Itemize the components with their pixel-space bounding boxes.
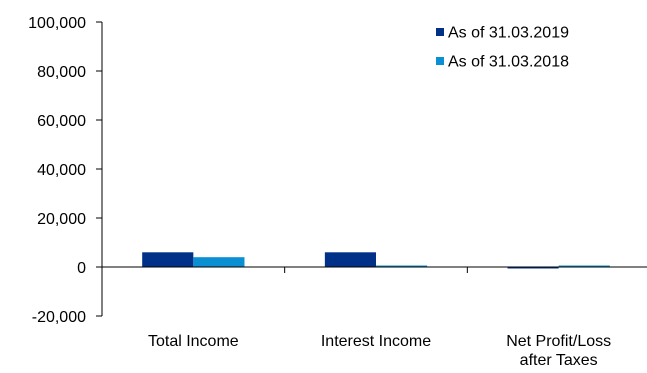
bar <box>507 267 559 269</box>
bar <box>142 252 194 267</box>
legend-label: As of 31.03.2019 <box>448 25 569 42</box>
bar-group <box>142 252 610 269</box>
x-category-label-line: after Taxes <box>520 352 598 369</box>
y-axis: -20,000 0 20,000 40,000 60,000 80,000 100,000 <box>28 15 103 326</box>
y-tick-label: 100,000 <box>28 15 86 32</box>
x-category-label-line: Net Profit/Loss <box>506 333 611 350</box>
x-category-label-line: Total Income <box>148 333 239 350</box>
y-tick-label: 80,000 <box>37 64 86 81</box>
y-tick-label: -20,000 <box>32 309 86 326</box>
y-tick-label: 0 <box>77 260 86 277</box>
x-category-label: Net Profit/Loss after Taxes <box>506 333 611 369</box>
legend: As of 31.03.2019 As of 31.03.2018 <box>436 25 569 71</box>
y-tick-label: 60,000 <box>37 113 86 130</box>
legend-label: As of 31.03.2018 <box>448 54 569 71</box>
x-category-label-line: Interest Income <box>321 333 431 350</box>
x-category-label: Interest Income <box>321 333 431 350</box>
bar <box>558 265 610 267</box>
legend-swatch <box>436 57 444 65</box>
y-tick-label: 20,000 <box>37 211 86 228</box>
x-axis: Total Income Interest Income Net Profit/Lo… <box>102 266 647 369</box>
bar <box>376 265 428 267</box>
legend-swatch <box>436 28 444 36</box>
x-category-label: Total Income <box>148 333 239 350</box>
y-tick-label: 40,000 <box>37 162 86 179</box>
bar <box>324 252 376 267</box>
bar <box>193 257 245 267</box>
